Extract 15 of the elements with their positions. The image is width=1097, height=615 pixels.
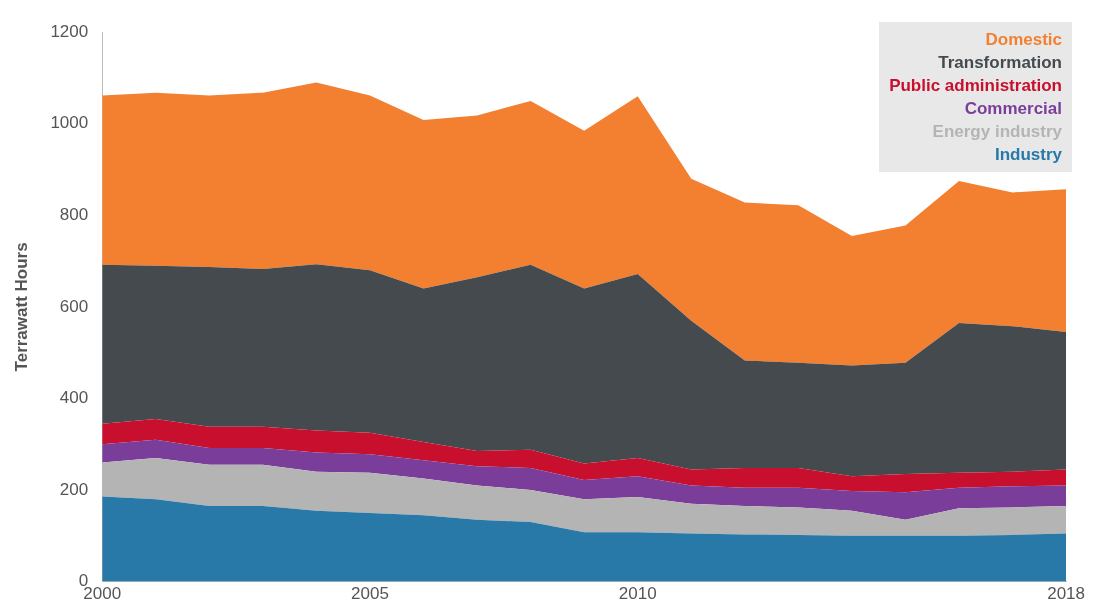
y-axis-title: Terrawatt Hours [11,242,31,372]
y-tick-label: 400 [59,388,89,408]
y-tick-label: 200 [59,479,89,499]
y-tick-label: 800 [59,205,89,225]
text: Domestic [984,29,1062,51]
x-tick-label: 2018 [1047,584,1085,604]
text: Industry [993,144,1062,166]
text: Commercial [963,98,1062,120]
y-tick-label: 600 [59,296,89,316]
x-tick-label: 2010 [618,584,657,604]
text: Public administration [889,75,1062,97]
x-tick-label: 2005 [351,584,389,604]
y-tick-label: 1200 [50,21,89,41]
text: Transformation [937,52,1062,74]
y-tick-label: 1000 [50,113,89,133]
